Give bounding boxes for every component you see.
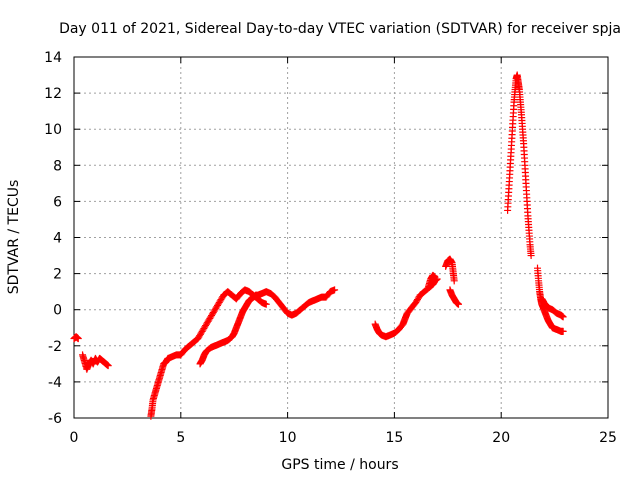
data-point xyxy=(331,286,339,294)
y-tick-label: 12 xyxy=(44,86,62,102)
y-tick-labels: -6 -4 -2 0 2 4 6 8 10 12 14 xyxy=(44,50,62,427)
series-sdtvar xyxy=(70,71,567,420)
y-tick-label: -2 xyxy=(48,339,62,355)
data-point xyxy=(74,335,82,343)
y-tick-label: 4 xyxy=(53,231,62,247)
data-point xyxy=(559,327,567,335)
y-tick-label: 0 xyxy=(53,303,62,319)
y-tick-label: 8 xyxy=(53,158,62,174)
y-tick-label: 14 xyxy=(44,50,62,66)
data-point xyxy=(431,273,439,281)
x-tick-label: 25 xyxy=(599,430,617,446)
y-tick-label: 6 xyxy=(53,194,62,210)
data-point xyxy=(559,313,567,321)
x-tick-label: 15 xyxy=(385,430,403,446)
y-tick-label: -4 xyxy=(48,375,62,391)
x-tick-label: 5 xyxy=(176,430,185,446)
y-tick-label: 2 xyxy=(53,267,62,283)
data-point xyxy=(527,252,535,260)
x-axis-label: GPS time / hours xyxy=(281,457,398,473)
x-tick-label: 0 xyxy=(70,430,79,446)
y-axis-label: SDTVAR / TECUs xyxy=(6,180,22,295)
y-tick-label: 10 xyxy=(44,122,62,138)
data-point xyxy=(450,277,458,285)
x-tick-label: 20 xyxy=(492,430,510,446)
x-tick-label: 10 xyxy=(279,430,297,446)
x-tick-labels: 0 5 10 15 20 25 xyxy=(70,430,617,446)
axis-ticks xyxy=(73,56,609,419)
data-point xyxy=(454,300,462,308)
chart-title: Day 011 of 2021, Sidereal Day-to-day VTE… xyxy=(59,21,621,37)
y-tick-label: -6 xyxy=(48,411,62,427)
data-point xyxy=(104,362,112,370)
gridlines xyxy=(74,57,608,418)
data-point xyxy=(262,300,270,308)
